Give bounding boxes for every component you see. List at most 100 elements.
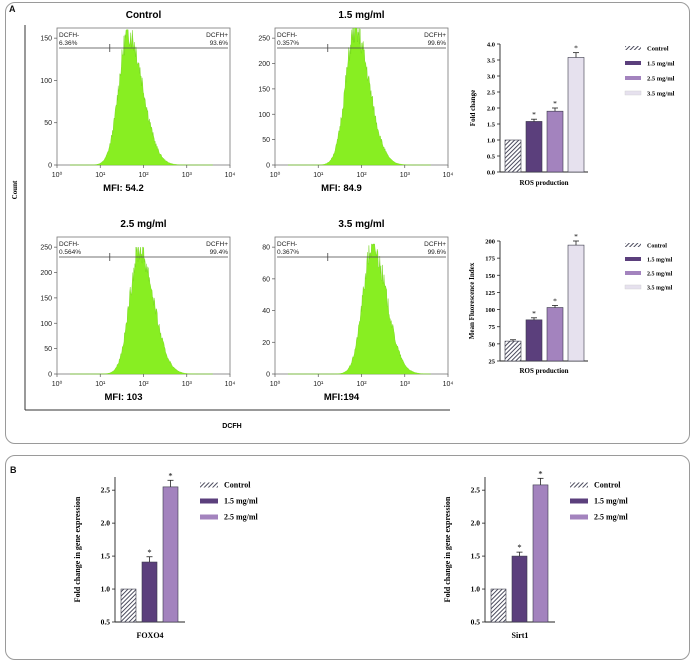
- flow-x-tick-label: 10²: [138, 381, 149, 388]
- bar-y-tick-label: 2.5: [487, 90, 496, 97]
- legend-label: 1.5 mg/ml: [594, 497, 629, 506]
- flow-x-tick-label: 10³: [182, 381, 193, 388]
- bar-y-tick-label: 1.5: [471, 552, 481, 561]
- flow-x-tick-label: 10¹: [95, 172, 106, 179]
- legend-swatch: [200, 514, 218, 520]
- flow-y-tick-label: 0: [266, 372, 270, 379]
- bar-1-5-mg-ml: [511, 555, 528, 623]
- bar-y-tick-label: 0.5: [101, 618, 111, 627]
- gate-negative-label: DCFH-: [277, 241, 297, 248]
- flow-dcfh-axis-label: DCFH: [222, 423, 241, 430]
- legend-swatch: [625, 76, 641, 80]
- flow-y-tick-label: 50: [44, 346, 52, 353]
- bar-control: [504, 139, 522, 173]
- legend-swatch: [625, 271, 641, 275]
- legend-label: 2.5 mg/ml: [647, 76, 675, 83]
- flow-x-tick-label: 10¹: [95, 381, 106, 388]
- bar-y-tick-label: 0.5: [471, 618, 481, 627]
- flow-histogram-2: 1.5 mg/ml 0 50 100 150 200 250 10⁰ 10¹ 10² 10³ 10⁴ D…: [258, 10, 453, 194]
- flow-x-tick-label: 10⁰: [270, 171, 281, 179]
- bar-y-tick-label: 1.0: [487, 138, 495, 145]
- flow-y-tick-label: 50: [44, 120, 52, 127]
- legend-swatch: [625, 243, 641, 247]
- bar-y-tick-label: 100: [485, 307, 495, 314]
- flow-y-tick-label: 150: [40, 295, 52, 302]
- flow-count-axis-label: Count: [11, 180, 19, 199]
- gate-positive-percent: 99.6%: [428, 40, 447, 47]
- flow-y-tick-label: 60: [262, 276, 270, 283]
- bar-y-tick-label: 125: [485, 290, 496, 297]
- panel-b: [5, 455, 690, 660]
- legend-swatch: [624, 90, 642, 96]
- legend-swatch: [625, 61, 641, 65]
- significance-asterisk: *: [147, 547, 151, 557]
- flow-mfi-label: MFI:194: [324, 392, 360, 403]
- flow-mfi-label: MFI: 84.9: [321, 183, 362, 194]
- legend-label: 2.5 mg/ml: [224, 513, 259, 522]
- flow-cytometry-figure: Count DCFH Control 0 50 100 150 10⁰ 10¹ 10² 10³ 10⁴…: [11, 10, 454, 430]
- bar-x-axis-label: ROS production: [519, 179, 568, 187]
- legend-swatch: [200, 498, 218, 504]
- legend-swatch: [200, 482, 218, 488]
- bar-y-axis-label: Fold change in gene expression: [443, 496, 452, 602]
- legend-label: 1.5 mg/ml: [647, 61, 675, 68]
- bar-y-tick-label: 1.5: [487, 122, 496, 129]
- flow-y-tick-label: 200: [258, 61, 270, 68]
- legend-swatch: [625, 257, 641, 261]
- gate-negative-percent: 0.564%: [59, 249, 81, 256]
- legend-swatch: [570, 482, 588, 488]
- gate-positive-percent: 93.6%: [210, 40, 229, 47]
- flow-y-tick-label: 0: [48, 372, 52, 379]
- flow-y-tick-label: 0: [48, 163, 52, 170]
- flow-y-tick-label: 150: [40, 36, 52, 43]
- bar-1-5-mg-ml: [141, 561, 158, 623]
- flow-x-tick-label: 10⁰: [52, 171, 63, 179]
- flow-histogram-3: 2.5 mg/ml 0 50 100 150 200 250 10⁰ 10¹ 10² 10³ 10⁴ D…: [40, 219, 235, 403]
- bar-2-5-mg-ml: [532, 484, 549, 623]
- bar-y-tick-label: 4.0: [487, 42, 495, 49]
- bar-y-tick-label: 2.0: [101, 519, 111, 528]
- bar-1-5-mg-ml: [525, 319, 543, 362]
- flow-histogram-title: 3.5 mg/ml: [338, 219, 384, 230]
- flow-x-tick-label: 10³: [182, 172, 193, 179]
- bar-y-tick-label: 2.0: [471, 519, 481, 528]
- gate-positive-label: DCFH+: [206, 241, 228, 248]
- bar-y-tick-label: 200: [485, 239, 495, 246]
- gate-positive-label: DCFH+: [424, 32, 446, 39]
- bar-y-tick-label: 2.5: [101, 486, 111, 495]
- legend-label: 1.5 mg/ml: [224, 497, 259, 506]
- flow-x-tick-label: 10²: [356, 381, 367, 388]
- legend-swatch: [625, 46, 641, 50]
- flow-y-tick-label: 150: [258, 86, 270, 93]
- flow-x-tick-label: 10¹: [313, 172, 324, 179]
- foxo4-expression-chart: 0.5 1.0 1.5 2.0 2.5 * * FOXO4 Fold change in gen…: [73, 470, 259, 640]
- flow-histogram-peak: [288, 27, 431, 166]
- flow-x-tick-label: 10⁴: [443, 381, 454, 388]
- significance-asterisk: *: [168, 470, 172, 480]
- flow-x-tick-label: 10⁴: [443, 172, 454, 179]
- flow-y-tick-label: 200: [40, 270, 52, 277]
- legend-swatch: [570, 514, 588, 520]
- flow-histogram-peak: [70, 29, 213, 166]
- panel-b-label: B: [10, 465, 17, 475]
- legend-label: 3.5 mg/ml: [647, 91, 675, 98]
- flow-y-tick-label: 250: [40, 245, 52, 252]
- gate-positive-percent: 99.4%: [210, 249, 229, 256]
- ros-mfi-chart: 25 50 75 100 125 150 175 200 * * * ROS production Me…: [468, 232, 673, 375]
- significance-asterisk: *: [574, 44, 578, 53]
- bar-y-tick-label: 50: [489, 341, 496, 348]
- gate-negative-label: DCFH-: [59, 32, 79, 39]
- legend-label: 1.5 mg/ml: [647, 258, 673, 264]
- legend-label: Control: [594, 481, 621, 490]
- bar-y-tick-label: 0.5: [487, 154, 496, 161]
- significance-asterisk: *: [532, 309, 536, 318]
- bar-y-tick-label: 3.5: [487, 58, 496, 65]
- flow-y-tick-label: 250: [258, 36, 270, 43]
- flow-y-tick-label: 50: [262, 137, 270, 144]
- bar-2-5-mg-ml: [546, 110, 564, 173]
- flow-y-tick-label: 0: [266, 163, 270, 170]
- legend-label: Control: [647, 244, 667, 250]
- gate-negative-label: DCFH-: [277, 32, 297, 39]
- bar-y-tick-label: 0.0: [487, 170, 495, 177]
- flow-x-tick-label: 10⁴: [225, 381, 236, 388]
